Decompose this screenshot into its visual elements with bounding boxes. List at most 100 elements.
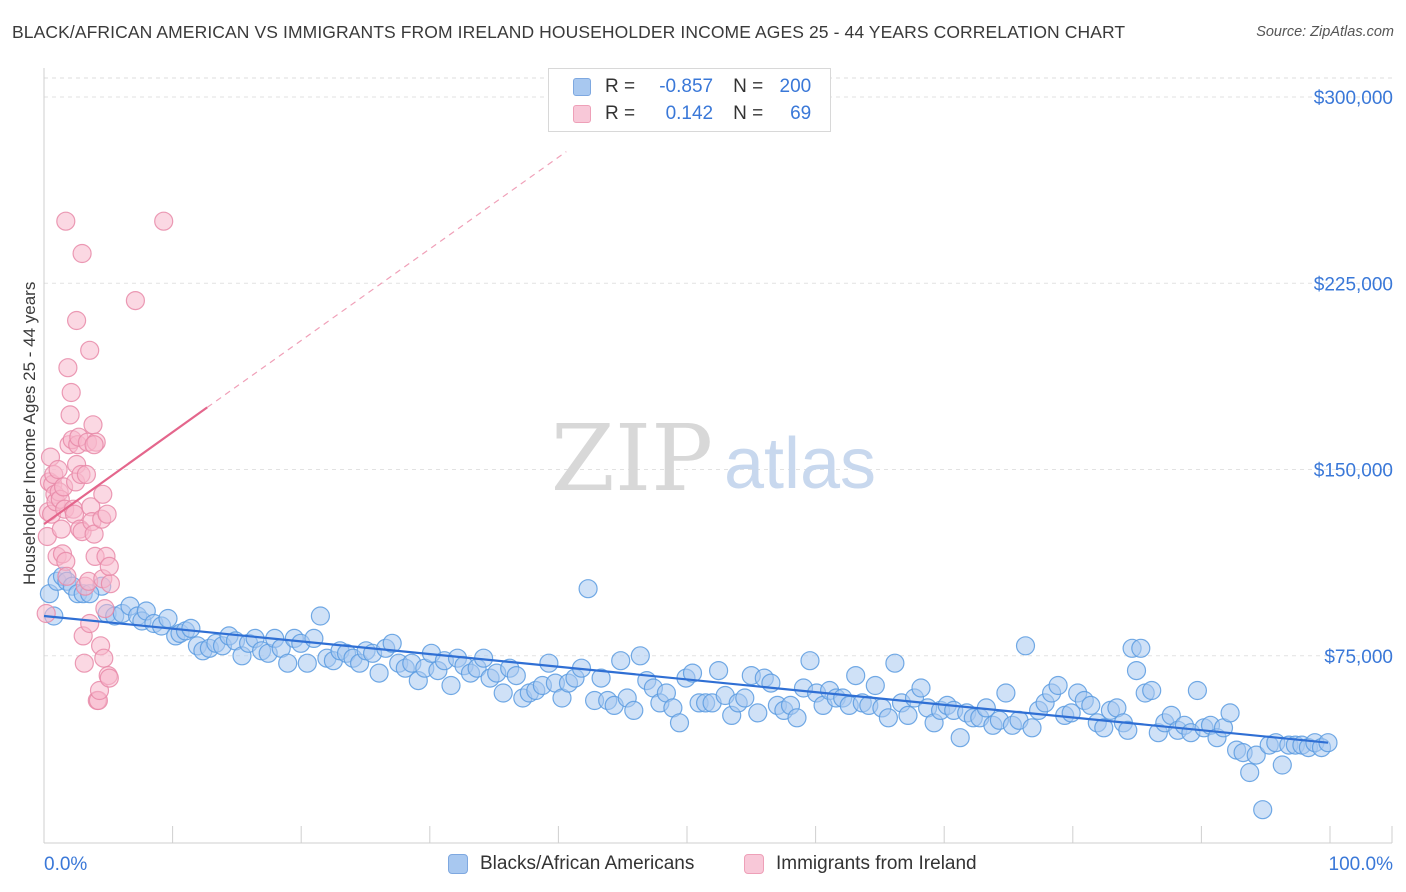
point-ireland [99, 556, 119, 577]
legend-n-value: 200 [779, 76, 812, 97]
point-blacks [624, 700, 644, 721]
legend-box: R = -0.857 N = 200 R = 0.142 N = 69 [548, 68, 831, 132]
point-ireland [57, 566, 77, 586]
legend-row-blacks: R = -0.857 N = 200 [573, 75, 811, 99]
point-blacks [1220, 703, 1240, 723]
legend-swatch-ireland [573, 105, 591, 123]
bottom-legend-label-blacks: Blacks/African Americans [480, 853, 695, 874]
point-blacks [441, 675, 461, 696]
point-blacks [735, 688, 755, 708]
source-label: Source: ZipAtlas.com [1256, 24, 1394, 40]
point-blacks [1015, 636, 1036, 656]
grid [44, 77, 1392, 657]
point-ireland [97, 504, 117, 524]
bottom-legend-label-ireland: Immigrants from Ireland [776, 853, 977, 874]
point-blacks [1240, 762, 1260, 783]
point-ireland [61, 382, 81, 403]
point-blacks [865, 675, 885, 696]
point-blacks [911, 678, 931, 698]
point-blacks [748, 703, 768, 723]
legend-swatch-blacks [573, 78, 591, 96]
point-ireland [80, 340, 100, 360]
x-tick-label-min: 0.0% [44, 854, 87, 875]
point-blacks [1187, 680, 1208, 701]
point-blacks [630, 646, 650, 666]
point-ireland [76, 464, 97, 485]
tick-labels: $75,000 $150,000 $225,000 $300,000 0.0% 100.0… [44, 88, 1393, 875]
trend-line-ireland [43, 406, 208, 526]
point-ireland [84, 435, 104, 455]
x-tick-label-max: 100.0% [1329, 854, 1394, 875]
point-ireland [36, 603, 56, 624]
point-blacks [787, 708, 807, 728]
point-ireland [99, 668, 119, 688]
point-blacks [304, 628, 324, 649]
series-ireland-points [36, 211, 174, 711]
point-blacks [506, 665, 526, 686]
y-tick-label: $150,000 [1314, 461, 1393, 482]
bottom-legend-blacks[interactable]: Blacks/African Americans [448, 851, 694, 877]
point-ireland [80, 613, 100, 634]
point-blacks [1246, 745, 1266, 765]
point-blacks [310, 606, 330, 626]
point-ireland [95, 598, 115, 619]
point-blacks [493, 683, 513, 703]
point-blacks [800, 651, 820, 671]
point-ireland [51, 519, 72, 539]
point-blacks [1142, 680, 1162, 701]
point-ireland [100, 574, 121, 594]
point-blacks [539, 653, 559, 673]
bottom-legend-swatch-ireland [744, 854, 764, 874]
watermark-atlas: atlas [724, 424, 876, 504]
point-blacks [1022, 718, 1042, 738]
point-blacks [611, 651, 631, 671]
legend-row-ireland: R = 0.142 N = 69 [573, 102, 811, 126]
point-blacks [382, 633, 402, 653]
point-blacks [1253, 800, 1273, 820]
watermark: ZIP atlas [551, 405, 876, 512]
point-blacks [846, 665, 866, 686]
point-blacks [181, 618, 201, 639]
point-blacks [591, 668, 611, 688]
trend-line-blacks [43, 614, 1329, 744]
point-ireland [83, 415, 103, 435]
point-ireland [94, 648, 114, 668]
point-blacks [297, 653, 317, 673]
point-blacks [278, 653, 298, 673]
legend-n-label: N = [733, 76, 764, 97]
point-ireland [84, 524, 104, 544]
chart-title: BLACK/AFRICAN AMERICAN VS IMMIGRANTS FRO… [12, 22, 1126, 42]
point-ireland [74, 653, 94, 673]
legend-n-label: N = [733, 103, 764, 124]
legend-n-value: 69 [790, 103, 812, 124]
series-blacks-points [39, 566, 1338, 820]
legend-r-value: -0.857 [659, 76, 714, 97]
point-ireland [60, 405, 80, 425]
point-blacks [369, 663, 389, 683]
point-blacks [158, 608, 178, 629]
point-ireland [93, 484, 113, 504]
trend-lines [43, 151, 1329, 744]
point-blacks [578, 579, 598, 599]
point-blacks [669, 713, 690, 733]
point-blacks [878, 708, 899, 728]
y-axis-label: Householder Income Ages 25 - 44 years [20, 281, 39, 585]
point-blacks [1048, 675, 1068, 696]
point-ireland [58, 358, 78, 378]
point-blacks [682, 663, 703, 683]
y-tick-label: $300,000 [1314, 88, 1393, 109]
legend-r-value: 0.142 [665, 103, 714, 124]
point-blacks [1272, 755, 1292, 775]
point-blacks [708, 660, 729, 681]
trend-line-ireland-extension [206, 151, 567, 408]
watermark-zip: ZIP [551, 405, 713, 512]
bottom-legend-ireland[interactable]: Immigrants from Ireland [744, 851, 977, 877]
point-ireland [154, 211, 174, 231]
point-blacks [1094, 718, 1114, 738]
point-ireland [56, 211, 76, 231]
legend-r-label: R = [605, 76, 636, 97]
point-ireland [72, 243, 92, 264]
bottom-legend-swatch-blacks [448, 854, 468, 874]
point-blacks [1118, 720, 1138, 740]
point-blacks [885, 653, 905, 673]
